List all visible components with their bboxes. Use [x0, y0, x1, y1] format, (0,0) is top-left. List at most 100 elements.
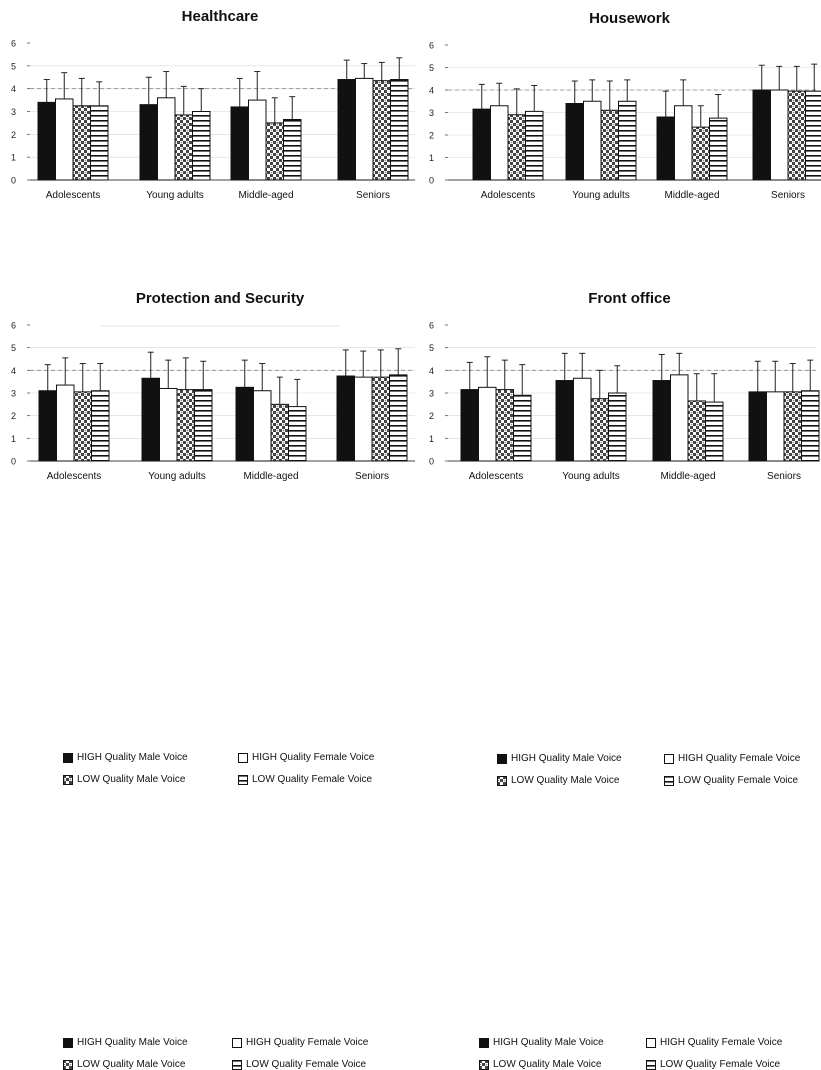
y-tick-label: 4: [11, 84, 16, 94]
legend-item: LOW Quality Female Voice: [238, 774, 372, 785]
legend-swatch: [497, 754, 507, 764]
bar: [249, 100, 267, 180]
legend-swatch: [664, 754, 674, 764]
bar: [158, 98, 176, 180]
y-tick-label: 4: [11, 366, 16, 376]
legend-label: LOW Quality Female Voice: [660, 1059, 780, 1070]
bar: [749, 392, 767, 461]
bar: [177, 390, 195, 461]
x-tick-label: Adolescents: [481, 190, 535, 201]
y-tick-label: 4: [429, 366, 434, 376]
bar: [74, 392, 92, 461]
legend-swatch: [232, 1060, 242, 1070]
legend-swatch: [63, 1038, 73, 1048]
bar: [556, 381, 574, 461]
chart-title: Front office: [448, 290, 811, 307]
y-tick-label: 0: [11, 176, 16, 186]
legend-item: HIGH Quality Male Voice: [497, 753, 622, 764]
legend-swatch: [232, 1038, 242, 1048]
bar: [657, 117, 675, 180]
bar: [584, 101, 602, 180]
chart-title: Protection and Security: [30, 290, 410, 307]
legend-label: LOW Quality Male Voice: [77, 774, 185, 785]
legend-swatch: [479, 1060, 489, 1070]
legend-item: HIGH Quality Female Voice: [646, 1037, 782, 1048]
bar: [160, 388, 178, 461]
legend-label: LOW Quality Male Voice: [493, 1059, 601, 1070]
legend-item: HIGH Quality Female Voice: [664, 753, 800, 764]
bar: [653, 381, 671, 461]
bar: [236, 387, 254, 461]
bar: [591, 399, 609, 461]
bar: [514, 395, 532, 461]
bar: [710, 118, 728, 180]
bar: [802, 391, 820, 461]
bar: [140, 105, 158, 180]
legend-item: LOW Quality Male Voice: [479, 1059, 601, 1070]
bar: [142, 378, 160, 461]
legend-label: LOW Quality Female Voice: [252, 774, 372, 785]
legend-item: HIGH Quality Male Voice: [63, 752, 188, 763]
legend-swatch: [497, 776, 507, 786]
bar: [289, 407, 307, 461]
y-tick-label: 0: [11, 457, 16, 467]
y-tick-label: 6: [429, 41, 434, 51]
y-tick-label: 5: [429, 343, 434, 353]
y-tick-label: 5: [11, 61, 16, 71]
y-tick-label: 2: [429, 411, 434, 421]
bar: [175, 115, 193, 180]
bar: [56, 99, 74, 180]
bar: [38, 102, 56, 180]
bar: [57, 385, 75, 461]
bar: [91, 106, 109, 180]
legend-item: LOW Quality Male Voice: [497, 775, 619, 786]
x-tick-label: Seniors: [356, 190, 390, 201]
bar: [372, 377, 390, 461]
x-tick-label: Adolescents: [46, 190, 100, 201]
legend-label: HIGH Quality Male Voice: [77, 1037, 188, 1048]
bar: [284, 119, 302, 180]
y-tick-label: 0: [429, 457, 434, 467]
legend-label: HIGH Quality Male Voice: [511, 753, 622, 764]
legend-item: HIGH Quality Male Voice: [63, 1037, 188, 1048]
bar: [784, 392, 802, 461]
legend-item: LOW Quality Female Voice: [646, 1059, 780, 1070]
y-tick-label: 1: [11, 434, 16, 444]
bar: [574, 378, 592, 461]
bar: [271, 404, 289, 461]
bar: [193, 112, 211, 181]
x-tick-label: Middle-aged: [243, 471, 298, 482]
y-tick-label: 5: [429, 63, 434, 73]
y-tick-label: 3: [429, 389, 434, 399]
bar: [461, 390, 479, 461]
bar: [391, 80, 409, 180]
legend-label: LOW Quality Female Voice: [246, 1059, 366, 1070]
y-tick-label: 0: [429, 176, 434, 186]
bar: [767, 392, 785, 461]
y-tick-label: 2: [11, 130, 16, 140]
x-tick-label: Seniors: [767, 471, 801, 482]
legend-label: HIGH Quality Female Voice: [252, 752, 374, 763]
bar: [92, 391, 110, 461]
legend-label: HIGH Quality Female Voice: [246, 1037, 368, 1048]
legend-swatch: [63, 1060, 73, 1070]
bar: [39, 391, 57, 461]
bar: [338, 80, 356, 180]
x-tick-label: Middle-aged: [238, 190, 293, 201]
y-tick-label: 2: [429, 131, 434, 141]
legend-item: LOW Quality Female Voice: [664, 775, 798, 786]
bar: [619, 101, 637, 180]
legend-label: LOW Quality Male Voice: [511, 775, 619, 786]
legend-item: LOW Quality Male Voice: [63, 774, 185, 785]
bar: [675, 106, 693, 180]
bar: [692, 127, 710, 180]
legend-label: HIGH Quality Female Voice: [678, 753, 800, 764]
bar: [753, 90, 771, 180]
bar: [373, 81, 391, 180]
legend-swatch: [238, 775, 248, 785]
bar: [479, 387, 497, 461]
